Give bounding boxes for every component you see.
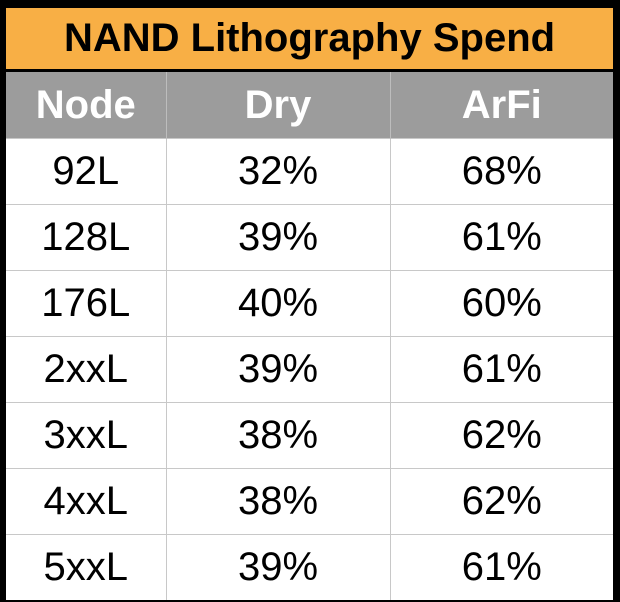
table-row: 128L 39% 61% bbox=[6, 204, 614, 271]
header-row: Node Dry ArFi bbox=[6, 70, 614, 139]
table-row: 92L 32% 68% bbox=[6, 138, 614, 205]
dry-cell: 39% bbox=[166, 336, 391, 403]
dry-cell: 40% bbox=[166, 270, 391, 337]
node-cell: 92L bbox=[6, 138, 167, 205]
table-row: 176L 40% 60% bbox=[6, 270, 614, 337]
title-row: NAND Lithography Spend bbox=[6, 8, 614, 72]
node-cell: 176L bbox=[6, 270, 167, 337]
table-row: 5xxL 39% 61% bbox=[6, 534, 614, 600]
node-cell: 128L bbox=[6, 204, 167, 271]
header-node: Node bbox=[6, 70, 167, 139]
arfi-cell: 62% bbox=[390, 402, 614, 469]
table-title: NAND Lithography Spend bbox=[6, 8, 614, 72]
arfi-cell: 61% bbox=[390, 534, 614, 600]
node-cell: 2xxL bbox=[6, 336, 167, 403]
table-row: 3xxL 38% 62% bbox=[6, 402, 614, 469]
dry-cell: 32% bbox=[166, 138, 391, 205]
arfi-cell: 68% bbox=[390, 138, 614, 205]
dry-cell: 39% bbox=[166, 204, 391, 271]
table-row: 4xxL 38% 62% bbox=[6, 468, 614, 535]
node-cell: 4xxL bbox=[6, 468, 167, 535]
dry-cell: 38% bbox=[166, 468, 391, 535]
lithography-spend-table: NAND Lithography Spend Node Dry ArFi 92L… bbox=[6, 8, 614, 600]
arfi-cell: 62% bbox=[390, 468, 614, 535]
header-arfi: ArFi bbox=[390, 70, 614, 139]
arfi-cell: 61% bbox=[390, 336, 614, 403]
table-row: 2xxL 39% 61% bbox=[6, 336, 614, 403]
dry-cell: 39% bbox=[166, 534, 391, 600]
header-dry: Dry bbox=[166, 70, 391, 139]
arfi-cell: 61% bbox=[390, 204, 614, 271]
node-cell: 5xxL bbox=[6, 534, 167, 600]
node-cell: 3xxL bbox=[6, 402, 167, 469]
dry-cell: 38% bbox=[166, 402, 391, 469]
arfi-cell: 60% bbox=[390, 270, 614, 337]
